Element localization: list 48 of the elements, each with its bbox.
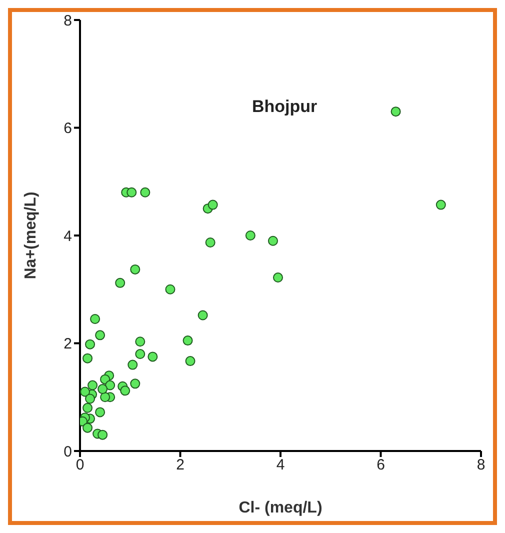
y-tick-label: 8 bbox=[64, 12, 72, 30]
point bbox=[128, 360, 138, 370]
point bbox=[100, 392, 110, 402]
point bbox=[245, 230, 256, 240]
text: Bhojpur bbox=[252, 97, 318, 116]
point bbox=[436, 200, 446, 210]
point bbox=[272, 272, 283, 283]
point bbox=[165, 284, 176, 294]
point bbox=[130, 378, 140, 389]
point bbox=[80, 386, 90, 397]
x-tick-label: 6 bbox=[376, 456, 385, 474]
point bbox=[135, 336, 146, 347]
x-axis-title: Cl- (meq/L) bbox=[238, 499, 322, 516]
point bbox=[140, 187, 150, 198]
point bbox=[88, 380, 98, 390]
y-tick-label: 4 bbox=[64, 228, 72, 245]
point bbox=[85, 394, 96, 404]
point bbox=[126, 187, 137, 198]
x-tick-label: 8 bbox=[476, 456, 486, 474]
point bbox=[95, 330, 106, 340]
point bbox=[120, 386, 130, 396]
y-tick-label: 2 bbox=[64, 336, 72, 353]
point bbox=[98, 430, 108, 440]
point bbox=[105, 380, 116, 390]
point bbox=[130, 264, 140, 274]
x-tick-label: 2 bbox=[176, 456, 184, 474]
point bbox=[208, 200, 218, 210]
y-axis-title: Na+(meq/L) bbox=[22, 192, 40, 280]
point bbox=[268, 236, 278, 246]
point bbox=[82, 402, 93, 413]
point bbox=[135, 349, 146, 360]
point bbox=[90, 314, 100, 324]
point bbox=[115, 278, 126, 288]
point bbox=[390, 106, 401, 117]
point bbox=[82, 353, 93, 364]
x-tick-label: 0 bbox=[76, 456, 84, 474]
point bbox=[98, 384, 108, 394]
point bbox=[148, 352, 158, 362]
point bbox=[205, 238, 216, 248]
y-tick-label: 6 bbox=[64, 120, 72, 138]
point bbox=[82, 422, 93, 433]
point bbox=[198, 310, 208, 320]
y-tick-label: 0 bbox=[64, 443, 72, 460]
point bbox=[182, 336, 193, 346]
point bbox=[85, 339, 96, 350]
x-tick-label: 4 bbox=[276, 456, 285, 474]
point bbox=[185, 356, 196, 366]
point bbox=[95, 407, 106, 418]
